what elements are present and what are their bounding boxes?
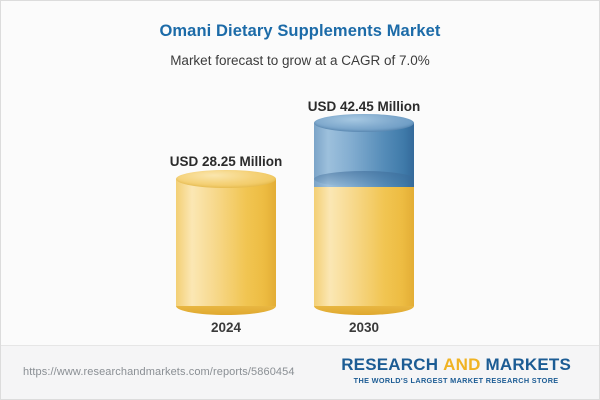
report-url[interactable]: https://www.researchandmarkets.com/repor… [23,366,295,378]
bar-2030-segment-joint [314,171,414,187]
bar-2030-base-body [314,179,414,306]
page-title: Omani Dietary Supplements Market [159,22,441,40]
research-and-markets-logo[interactable]: RESEARCH AND MARKETS THE WORLD'S LARGEST… [341,356,571,385]
bar-2030-base-segment[interactable] [314,179,414,315]
bar-2030-growth-segment[interactable] [314,114,414,187]
logo-word-markets: MARKETS [485,355,571,374]
bar-2024-top-cap [176,170,276,188]
value-label-2024: USD 28.25 Million [169,154,283,169]
logo-word-and: AND [443,355,481,374]
plot-area: USD 28.25 Million 2024 USD 42.45 Million [1,86,599,346]
bar-2030-top-cap [314,114,414,132]
value-label-2030: USD 42.45 Million [307,99,421,114]
logo-word-research: RESEARCH [341,355,439,374]
category-label-2030: 2030 [348,320,380,335]
chart-subtitle: Market forecast to grow at a CAGR of 7.0… [170,53,430,68]
logo-wordmark: RESEARCH AND MARKETS [341,356,571,374]
bar-2024-body [176,179,276,306]
bar-2024[interactable] [176,170,276,315]
category-label-2024: 2024 [210,320,242,335]
logo-tagline: THE WORLD'S LARGEST MARKET RESEARCH STOR… [353,375,559,385]
footer: https://www.researchandmarkets.com/repor… [1,345,599,399]
